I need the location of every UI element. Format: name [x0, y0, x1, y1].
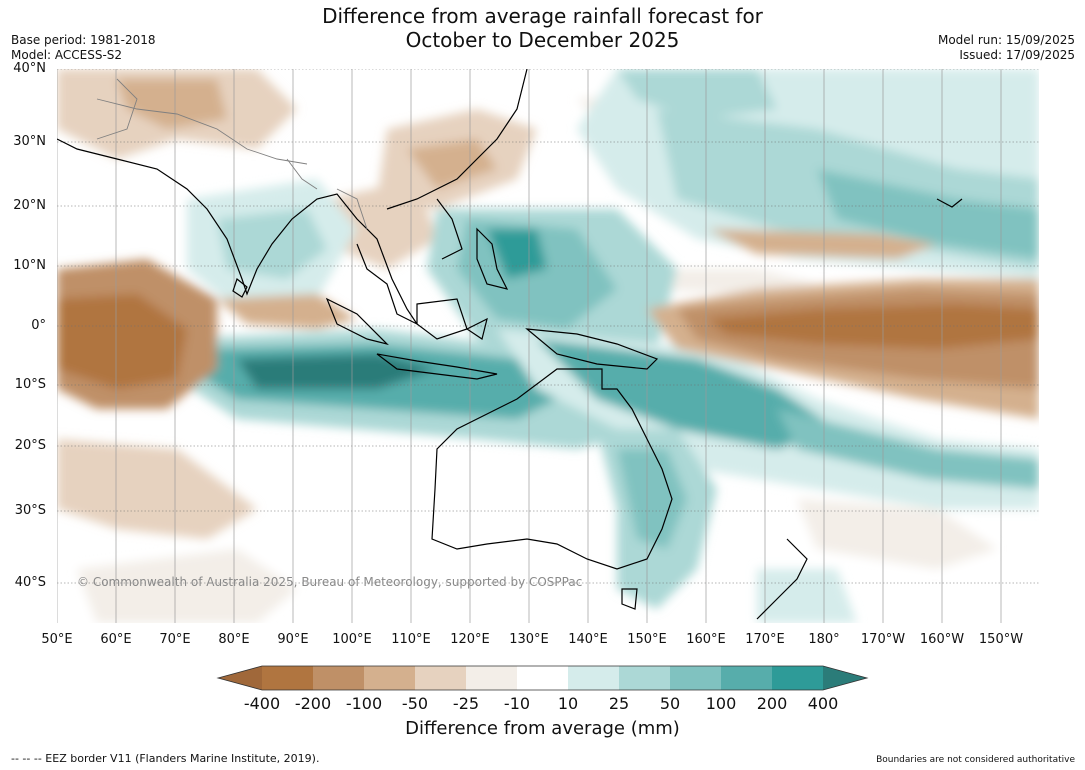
rainfall-map [57, 69, 1039, 623]
lat-label-10n: 10°N [13, 258, 46, 273]
colorbar-segment-7 [568, 666, 619, 690]
colorbar-tick: 10 [557, 694, 579, 713]
lat-label-40n: 40°N [13, 61, 46, 76]
colorbar-arrow-low [218, 666, 262, 690]
colorbar-tick: -25 [452, 694, 480, 713]
lat-label-10s: 10°S [14, 377, 46, 392]
lon-label-150w: 150°W [978, 632, 1024, 647]
colorbar-tick: 200 [756, 694, 788, 713]
country-borders [96, 78, 368, 230]
lat-label-30n: 30°N [13, 134, 46, 149]
colorbar-tick: -10 [503, 694, 531, 713]
colorbar-segment-4 [415, 666, 466, 690]
model-run: Model run: 15/09/2025 [937, 33, 1075, 47]
colorbar-tick: -100 [345, 694, 383, 713]
lon-label-60e: 60°E [100, 632, 132, 647]
lon-label-110e: 110°E [391, 632, 431, 647]
lon-label-130e: 130°E [509, 632, 549, 647]
lat-label-20s: 20°S [14, 438, 46, 453]
colorbar-segment-3 [364, 666, 415, 690]
colorbar-tick: 400 [807, 694, 839, 713]
colorbar-tick: -50 [401, 694, 429, 713]
colorbar-segment-5 [466, 666, 517, 690]
meta-left: Base period: 1981-2018 Model: ACCESS-S2 [11, 33, 156, 63]
lat-label-30s: 30°S [14, 503, 46, 518]
boundaries-disclaimer: Boundaries are not considered authoritat… [876, 755, 1075, 765]
colorbar-title: Difference from average (mm) [405, 718, 680, 739]
lon-label-170e: 170°E [745, 632, 785, 647]
colorbar-segment-2 [313, 666, 364, 690]
lon-label-170w: 170°W [860, 632, 906, 647]
eez-border-note: -- -- -- EEZ border V11 (Flanders Marine… [11, 752, 320, 765]
lon-label-50e: 50°E [41, 632, 73, 647]
lon-label-80e: 80°E [218, 632, 250, 647]
colorbar-outline [216, 665, 869, 691]
meta-right: Model run: 15/09/2025 Issued: 17/09/2025 [938, 33, 1075, 63]
lon-label-120e: 120°E [450, 632, 490, 647]
lon-label-70e: 70°E [159, 632, 191, 647]
colorbar-segment-9 [670, 666, 721, 690]
colorbar-tick: -400 [243, 694, 281, 713]
lat-label-40s: 40°S [14, 575, 46, 590]
colorbar-tick: 100 [705, 694, 737, 713]
colorbar-segment-1 [262, 666, 313, 690]
colorbar-tick: 25 [608, 694, 630, 713]
lat-label-equator: 0° [31, 318, 46, 333]
lat-label-20n: 20°N [13, 198, 46, 213]
colorbar-tick: 50 [659, 694, 681, 713]
colorbar [216, 665, 869, 691]
colorbar-segment-11 [772, 666, 823, 690]
colorbar-segment-10 [721, 666, 772, 690]
model-name: Model: ACCESS-S2 [11, 48, 123, 62]
lon-label-90e: 90°E [277, 632, 309, 647]
colorbar-segment-8 [619, 666, 670, 690]
title-line-2: October to December 2025 [405, 28, 680, 52]
coastlines [57, 69, 963, 620]
colorbar-segment-6 [517, 666, 568, 690]
lat-gridlines [57, 69, 1039, 584]
lon-label-150e: 150°E [627, 632, 667, 647]
lon-label-100e: 100°E [332, 632, 372, 647]
lon-label-180: 180° [808, 632, 840, 647]
lon-label-160e: 160°E [686, 632, 726, 647]
lon-label-160w: 160°W [919, 632, 965, 647]
title-line-1: Difference from average rainfall forecas… [322, 4, 763, 28]
copyright-notice: © Commonwealth of Australia 2025, Bureau… [77, 575, 583, 589]
issued-date: Issued: 17/09/2025 [959, 48, 1075, 62]
colorbar-tick: -200 [294, 694, 332, 713]
colorbar-arrow-high [823, 666, 867, 690]
lon-label-140e: 140°E [568, 632, 608, 647]
map-title: Difference from average rainfall forecas… [0, 4, 1085, 52]
base-period: Base period: 1981-2018 [11, 33, 156, 47]
